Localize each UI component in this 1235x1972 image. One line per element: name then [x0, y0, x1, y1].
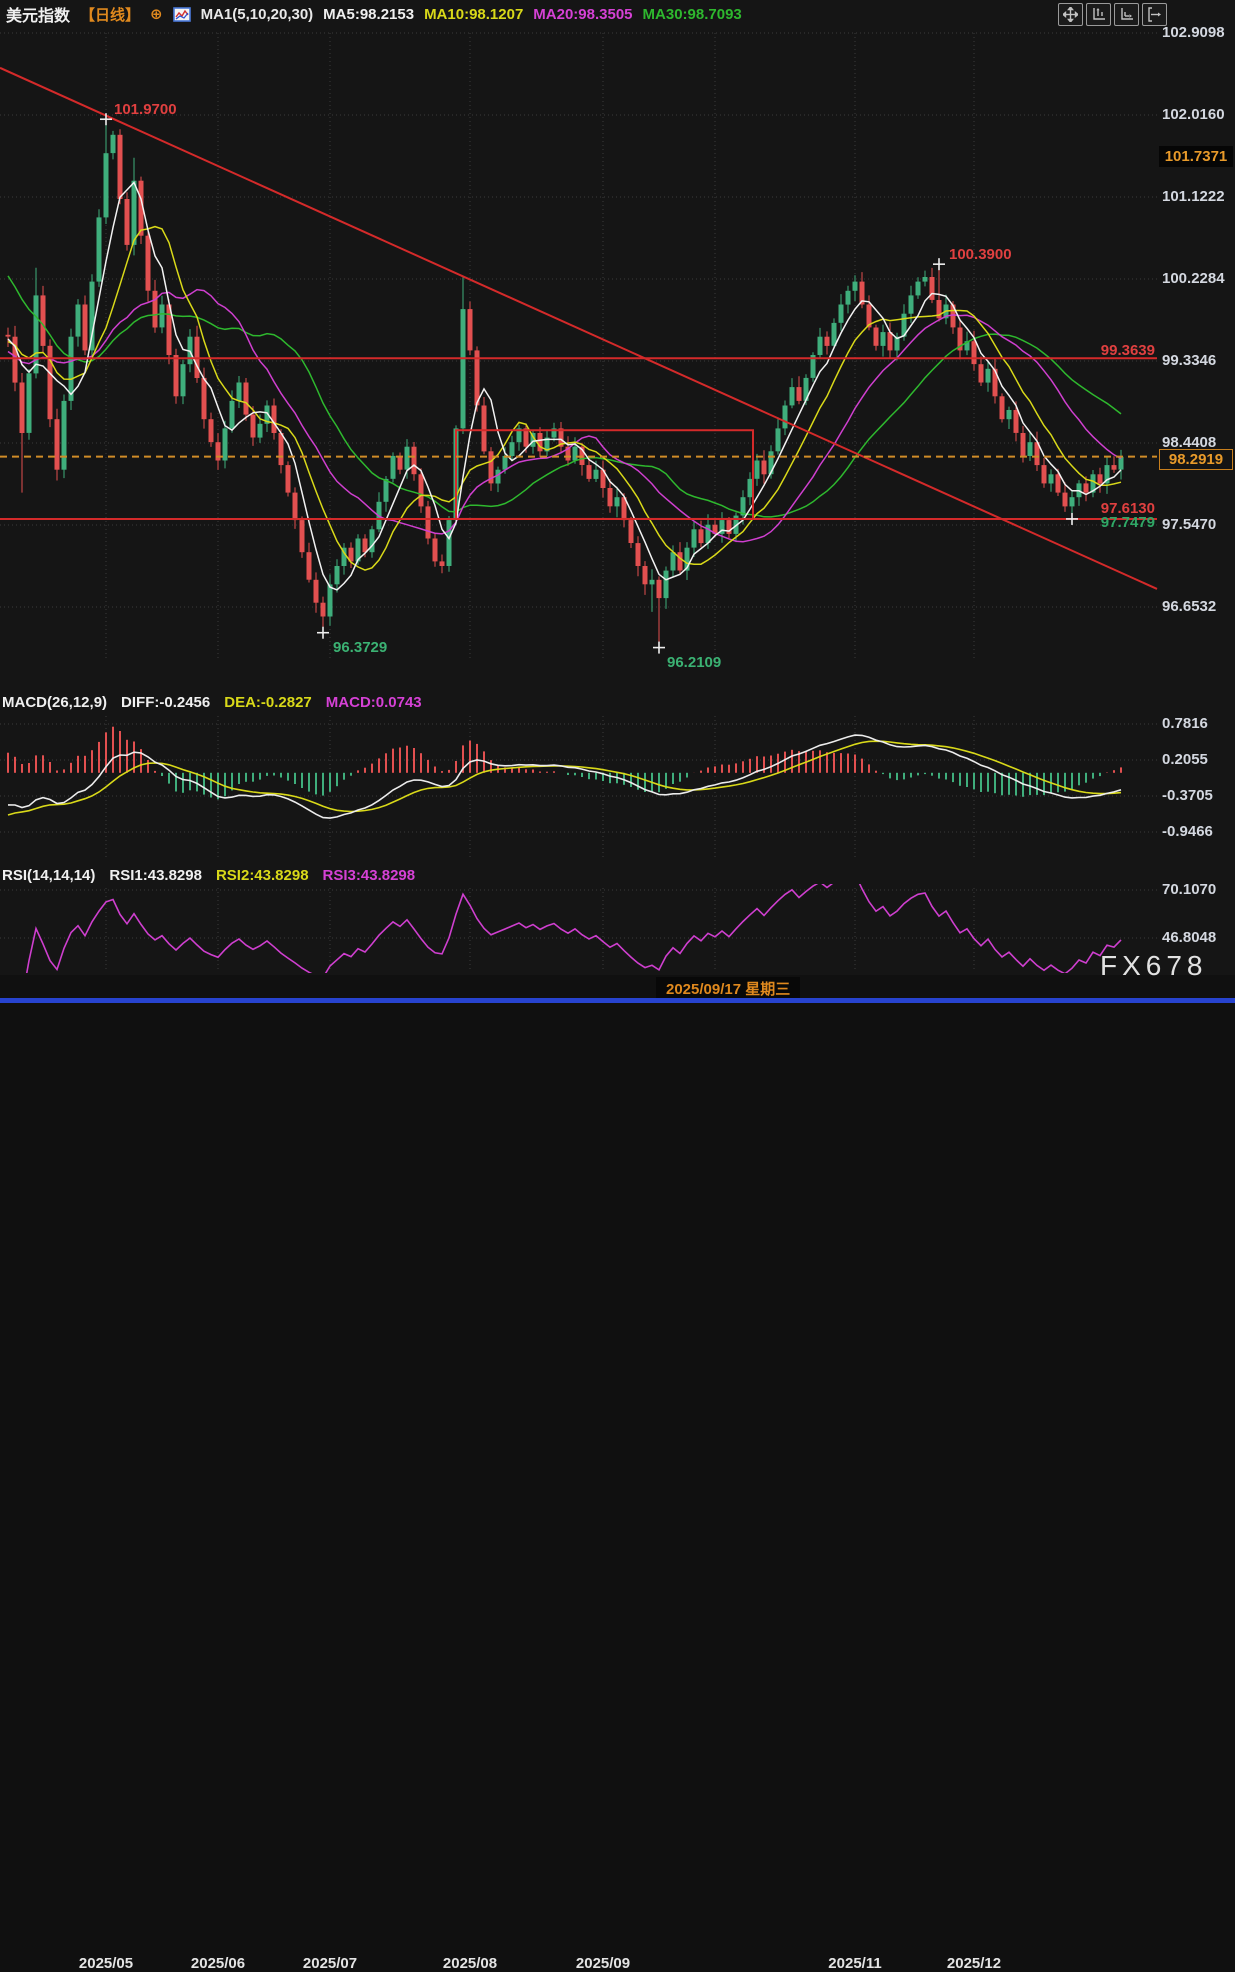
macd-value: MACD:0.0743 — [325, 694, 422, 711]
month-label: 2025/11 — [828, 1955, 882, 1972]
macd-tick: -0.9466 — [1162, 822, 1213, 840]
rsi-params-label: RSI(14,14,14) — [2, 867, 96, 884]
price-tick: 101.1222 — [1162, 188, 1225, 205]
rsi-tick: 46.8048 — [1162, 929, 1217, 946]
macd-tick: -0.3705 — [1162, 786, 1213, 804]
price-annotation: 100.3900 — [949, 246, 1012, 264]
grid-layer — [0, 32, 1157, 970]
watermark: FX678 — [1100, 950, 1208, 981]
macd-label-row: MACD(26,12,9) DIFF:-0.2456 DEA:-0.2827 M… — [2, 694, 422, 711]
window-bottom-strip — [0, 998, 1235, 1003]
price-axis[interactable]: 102.9098 102.0160 101.1222 100.2284 99.3346 9… — [1157, 24, 1235, 975]
chart-style-icon[interactable] — [172, 6, 191, 22]
price-annotation: 101.9700 — [114, 101, 177, 119]
macd-diff-value: DIFF:-0.2456 — [121, 694, 211, 711]
last-price-readout: 98.2919 — [1159, 449, 1233, 470]
price-tick: 102.9098 — [1162, 24, 1225, 41]
price-tick: 100.2284 — [1162, 270, 1225, 287]
chart-canvas[interactable] — [0, 0, 1235, 1003]
month-label: 2025/08 — [442, 1955, 498, 1972]
macd-tick: 0.2055 — [1162, 751, 1208, 768]
rsi-tick: 70.1070 — [1162, 881, 1217, 898]
month-label: 2025/05 — [78, 1955, 134, 1972]
ma10-value: MA10:98.1207 — [424, 5, 524, 23]
price-tick: 102.0160 — [1162, 106, 1225, 123]
chart-toolbar — [1058, 3, 1167, 26]
shift-right-icon[interactable] — [1142, 3, 1167, 26]
drawings-layer — [0, 66, 1158, 590]
move-tool-icon[interactable] — [1058, 3, 1083, 26]
chart-header: 美元指数 【日线】 ⊕ MA1(5,10,20,30) MA5:98.2153 … — [0, 0, 1235, 28]
ma-params-label: MA1(5,10,20,30) — [200, 5, 314, 23]
support-line-label: 97.6130 — [1100, 500, 1155, 517]
month-label: 2025/09 — [575, 1955, 631, 1972]
rsi2-value: RSI2:43.8298 — [215, 867, 309, 884]
crosshair-date-readout: 2025/09/17 星期三 — [656, 977, 801, 1000]
month-label: 2025/06 — [190, 1955, 246, 1972]
macd-params-label: MACD(26,12,9) — [2, 694, 108, 711]
month-label: 2025/07 — [302, 1955, 358, 1972]
support-line-label-2: 97.7479 — [1100, 514, 1155, 531]
symbol-title: 美元指数 — [6, 8, 71, 25]
rsi3-value: RSI3:43.8298 — [322, 867, 416, 884]
rsi-layer — [25, 884, 1122, 973]
price-tick: 96.6532 — [1162, 598, 1217, 615]
macd-layer — [7, 726, 1122, 819]
scale-y-axis-icon[interactable] — [1086, 3, 1111, 26]
add-indicator-icon[interactable]: ⊕ — [150, 6, 163, 23]
rsi1-value: RSI1:43.8298 — [109, 867, 202, 884]
extreme-markers-layer — [100, 113, 1078, 654]
resistance-line-label: 99.3639 — [1100, 342, 1155, 359]
price-annotation: 96.2109 — [667, 653, 722, 671]
price-tick: 98.4408 — [1162, 434, 1217, 451]
month-label: 2025/12 — [946, 1955, 1002, 1972]
scale-x-axis-icon[interactable] — [1114, 3, 1139, 26]
macd-dea-value: DEA:-0.2827 — [224, 694, 312, 711]
time-axis[interactable]: 2025/05 2025/06 2025/07 2025/08 2025/09 2025/… — [0, 975, 1235, 1972]
crosshair-price-readout: 101.7371 — [1159, 146, 1233, 167]
macd-tick: 0.7816 — [1162, 715, 1208, 732]
ma20-value: MA20:98.3505 — [533, 5, 633, 23]
ma5-value: MA5:98.2153 — [323, 5, 415, 23]
candles-layer — [5, 119, 1124, 648]
ma30-value: MA30:98.7093 — [642, 5, 742, 23]
price-annotation: 96.3729 — [333, 638, 388, 656]
price-tick: 97.5470 — [1162, 516, 1217, 533]
period-selector[interactable]: 【日线】 — [80, 6, 141, 24]
price-tick: 99.3346 — [1162, 352, 1217, 369]
rsi-label-row: RSI(14,14,14) RSI1:43.8298 RSI2:43.8298 … — [2, 867, 415, 884]
